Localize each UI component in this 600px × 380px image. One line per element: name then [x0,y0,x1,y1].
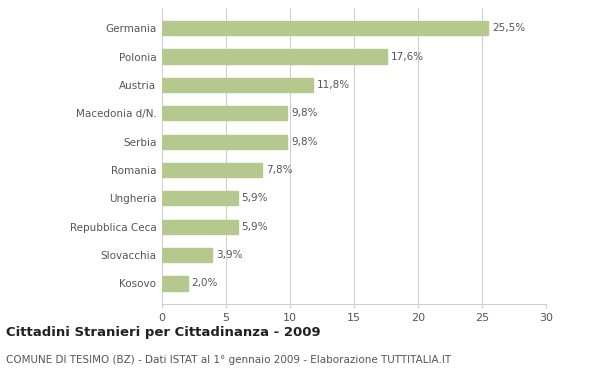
Bar [162,135,287,149]
Text: Cittadini Stranieri per Cittadinanza - 2009: Cittadini Stranieri per Cittadinanza - 2… [6,326,320,339]
Bar [162,78,313,92]
Bar [162,49,387,63]
Text: 2,0%: 2,0% [191,279,218,288]
Bar [162,191,238,206]
Text: 11,8%: 11,8% [317,80,350,90]
Text: 9,8%: 9,8% [291,108,318,118]
Text: 3,9%: 3,9% [216,250,242,260]
Text: 17,6%: 17,6% [391,52,424,62]
Text: 7,8%: 7,8% [266,165,292,175]
Text: 5,9%: 5,9% [241,222,268,232]
Bar [162,276,188,291]
Bar [162,220,238,234]
Text: 25,5%: 25,5% [492,23,526,33]
Text: 5,9%: 5,9% [241,193,268,203]
Bar [162,163,262,177]
Bar [162,106,287,120]
Text: 9,8%: 9,8% [291,137,318,147]
Text: COMUNE DI TESIMO (BZ) - Dati ISTAT al 1° gennaio 2009 - Elaborazione TUTTITALIA.: COMUNE DI TESIMO (BZ) - Dati ISTAT al 1°… [6,355,451,365]
Bar [162,248,212,262]
Bar [162,21,488,35]
